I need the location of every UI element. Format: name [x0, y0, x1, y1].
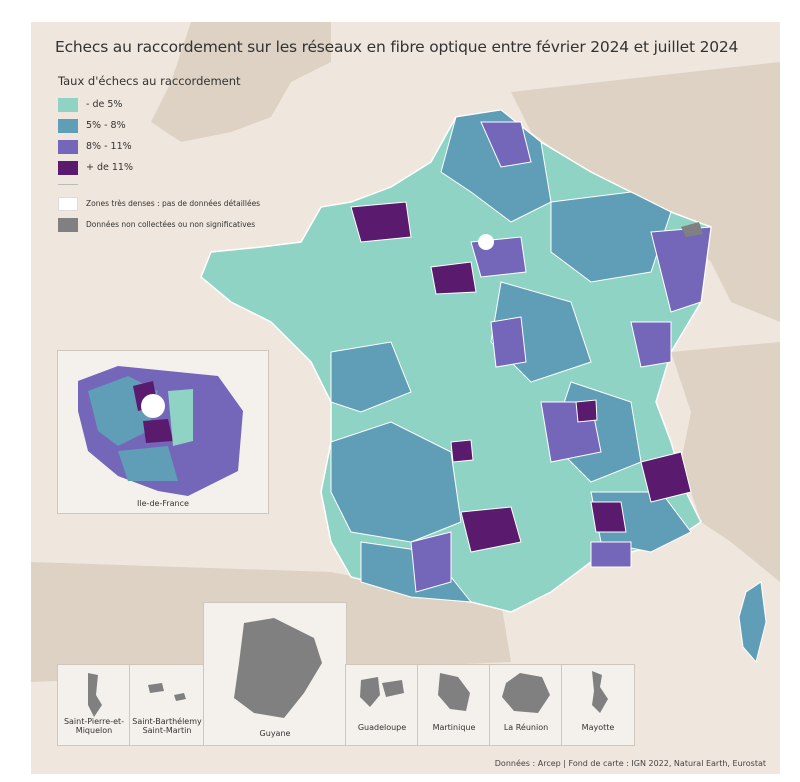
- legend-title: Taux d'échecs au raccordement: [58, 74, 241, 88]
- inset-guyane[interactable]: Guyane: [203, 602, 347, 746]
- legend-swatch: [58, 118, 78, 133]
- legend-label: 8% - 11%: [86, 141, 132, 152]
- spm-shape: [88, 673, 102, 717]
- inset-label: Ile-de-France: [137, 499, 189, 508]
- legend-row: Zones très denses : pas de données détai…: [58, 193, 288, 214]
- inset-label: Saint-Pierre-et-Miquelon: [63, 717, 125, 735]
- corsica: [738, 581, 767, 664]
- martinique-shape: [438, 673, 470, 711]
- map-title: Echecs au raccordement sur les réseaux e…: [55, 38, 739, 56]
- inset-label: Saint-Barthélemy Saint-Martin: [132, 717, 202, 735]
- inset-label: Guadeloupe: [357, 723, 407, 732]
- legend-divider: [58, 184, 78, 185]
- inset-label: Guyane: [259, 729, 291, 738]
- inset-label: La Réunion: [503, 723, 549, 732]
- legend-row: 8% - 11%: [58, 136, 288, 157]
- legend-row: + de 11%: [58, 157, 288, 178]
- legend-label: + de 11%: [86, 162, 133, 173]
- legend-row: Données non collectées ou non significat…: [58, 214, 288, 235]
- inset-label: Martinique: [432, 723, 476, 732]
- legend-label: Données non collectées ou non significat…: [86, 220, 256, 229]
- legend-label: Zones très denses : pas de données détai…: [86, 199, 261, 208]
- legend-label: 5% - 8%: [86, 120, 126, 131]
- guadeloupe-shape: [360, 677, 404, 707]
- map-frame: Echecs au raccordement sur les réseaux e…: [31, 22, 780, 774]
- legend-swatch: [58, 139, 78, 154]
- mayotte-shape: [592, 671, 608, 713]
- legend-swatch: [58, 217, 78, 232]
- inset-martinique[interactable]: Martinique: [417, 664, 491, 746]
- legend-row: 5% - 8%: [58, 115, 288, 136]
- inset-label: Mayotte: [581, 723, 615, 732]
- legend: Taux d'échecs au raccordement - de 5% 5%…: [58, 74, 288, 235]
- reunion-shape: [502, 673, 550, 713]
- guyane-shape: [234, 618, 322, 718]
- legend-label: - de 5%: [86, 99, 123, 110]
- inset-reunion[interactable]: La Réunion: [489, 664, 563, 746]
- inset-saint-barthelemy[interactable]: Saint-Barthélemy Saint-Martin: [129, 664, 205, 746]
- legend-swatch: [58, 196, 78, 211]
- legend-row: - de 5%: [58, 94, 288, 115]
- inset-guadeloupe[interactable]: Guadeloupe: [345, 664, 419, 746]
- idf-map: [78, 366, 243, 496]
- sbsm-shape: [148, 683, 186, 701]
- source-credit: Données : Arcep | Fond de carte : IGN 20…: [494, 759, 766, 768]
- legend-swatch: [58, 97, 78, 112]
- france-map[interactable]: [31, 22, 780, 774]
- inset-mayotte[interactable]: Mayotte: [561, 664, 635, 746]
- inset-ile-de-france[interactable]: Ile-de-France: [57, 350, 269, 514]
- inset-saint-pierre[interactable]: Saint-Pierre-et-Miquelon: [57, 664, 131, 746]
- legend-swatch: [58, 160, 78, 175]
